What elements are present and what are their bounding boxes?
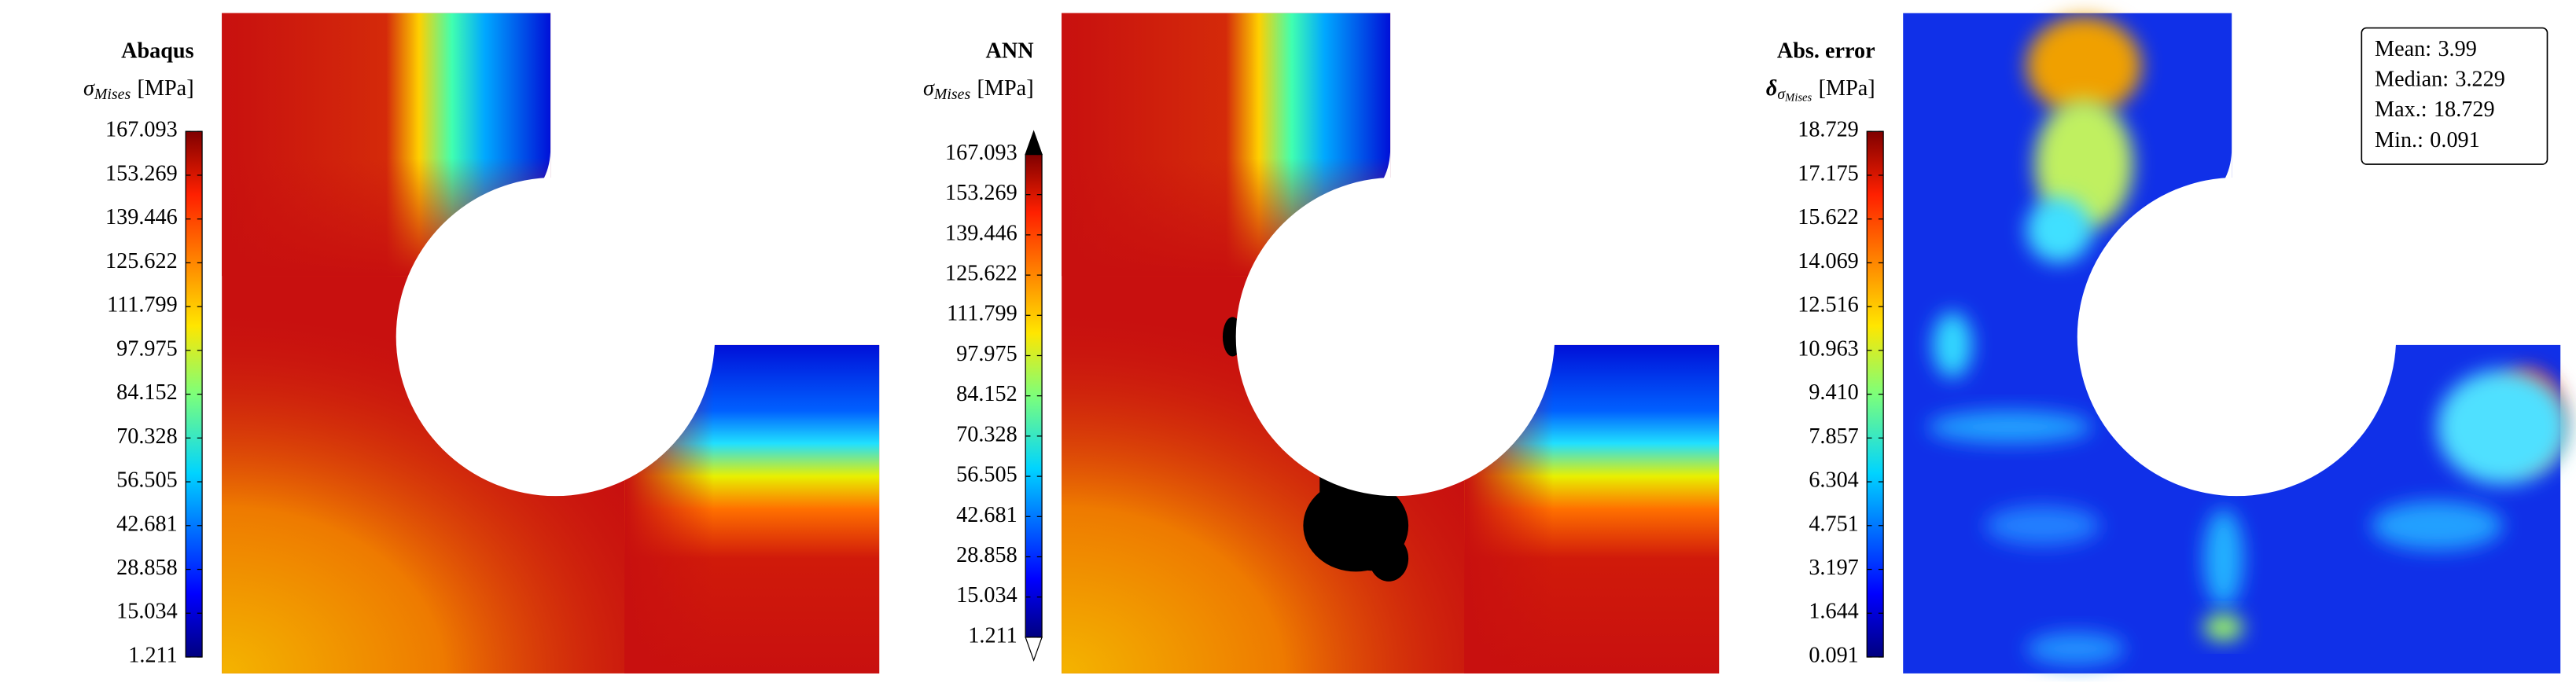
tick-label: 9.410 bbox=[1809, 380, 1858, 405]
field-blob bbox=[2026, 196, 2092, 263]
label-unit: [MPa] bbox=[138, 76, 194, 101]
field-hole bbox=[396, 177, 716, 497]
stats-label: Mean: bbox=[2375, 37, 2431, 61]
stats-entry: Mean: 3.99 bbox=[2375, 37, 2477, 61]
tick-label: 97.975 bbox=[116, 336, 178, 361]
tick-label: 10.963 bbox=[1798, 336, 1859, 361]
field bbox=[222, 0, 888, 673]
field bbox=[1062, 0, 1728, 673]
field-hole bbox=[1235, 177, 1555, 497]
tick-label: 14.069 bbox=[1798, 249, 1859, 273]
colorbar-label: σMises [MPa] bbox=[923, 76, 1034, 102]
field-blob bbox=[1927, 410, 2092, 444]
tick-label: 15.034 bbox=[956, 583, 1018, 607]
field-blob bbox=[1319, 471, 1400, 571]
field bbox=[1903, 0, 2569, 673]
label-unit: [MPa] bbox=[977, 76, 1034, 101]
field-blob bbox=[2034, 98, 2133, 230]
tick-label: 153.269 bbox=[945, 181, 1018, 205]
tick-label: 18.729 bbox=[1798, 118, 1859, 142]
stats-value: 3.99 bbox=[2438, 37, 2476, 61]
field-blob bbox=[2203, 614, 2243, 641]
label-unit: [MPa] bbox=[1819, 76, 1875, 101]
tick-label: 111.799 bbox=[947, 302, 1018, 326]
label-subsub: Mises bbox=[1784, 92, 1812, 105]
tick-label: 1.211 bbox=[968, 623, 1017, 648]
panel-title: Abs. error bbox=[1777, 39, 1875, 63]
field-fillet bbox=[1352, 148, 1391, 207]
tick-label: 111.799 bbox=[107, 293, 178, 317]
label-sub: Mises bbox=[933, 86, 971, 103]
tick-label: 84.152 bbox=[956, 382, 1018, 406]
tick-label: 42.681 bbox=[116, 512, 178, 536]
tick-label: 28.858 bbox=[116, 556, 178, 580]
tick-label: 42.681 bbox=[956, 503, 1018, 527]
stats-entry: Max.: 18.729 bbox=[2375, 98, 2495, 123]
colorbar-extend-max bbox=[1025, 130, 1043, 156]
panel-title: Abaqus bbox=[121, 39, 194, 63]
field-blob bbox=[1985, 505, 2101, 545]
panel: ANN σMises [MPa] 1.211 15.034 28.858 42.681 56.… bbox=[923, 0, 1728, 673]
stats-entry: Min.: 0.091 bbox=[2375, 128, 2480, 152]
tick-label: 17.175 bbox=[1798, 161, 1859, 185]
tick-label: 153.269 bbox=[105, 161, 178, 185]
field-blob bbox=[2203, 508, 2243, 608]
tick-label: 70.328 bbox=[116, 424, 178, 449]
stats-label: Min.: bbox=[2375, 128, 2423, 152]
label-sub: Mises bbox=[94, 86, 131, 103]
tick-label: 15.034 bbox=[116, 600, 178, 624]
tick-label: 139.446 bbox=[945, 221, 1018, 245]
tick-label: 56.505 bbox=[116, 468, 178, 493]
tick-label: 6.304 bbox=[1809, 468, 1858, 493]
label-symbol: δ bbox=[1766, 76, 1777, 101]
field-fillet bbox=[513, 148, 551, 207]
field-blob bbox=[2026, 632, 2125, 666]
stats-entry: Median: 3.229 bbox=[2375, 68, 2505, 92]
tick-label: 125.622 bbox=[105, 249, 178, 273]
tick-label: 7.857 bbox=[1809, 424, 1858, 449]
stats-value: 3.229 bbox=[2455, 68, 2504, 92]
tick-label: 56.505 bbox=[956, 463, 1018, 487]
tick-label: 1.211 bbox=[128, 643, 177, 667]
tick-label: 0.091 bbox=[1809, 643, 1858, 667]
tick-label: 1.644 bbox=[1809, 600, 1858, 624]
tick-label: 28.858 bbox=[956, 543, 1018, 567]
field-blob bbox=[2437, 369, 2569, 485]
tick-label: 167.093 bbox=[105, 118, 178, 142]
panel: Abaqus σMises [MPa] 1.211 15.034 28.858 42.681… bbox=[83, 0, 888, 673]
label-symbol: σ bbox=[923, 76, 935, 101]
stats-value: 0.091 bbox=[2430, 128, 2479, 152]
tick-label: 15.622 bbox=[1798, 205, 1859, 229]
label-symbol: σ bbox=[83, 76, 95, 101]
tick-label: 125.622 bbox=[945, 262, 1018, 286]
colorbar-label: δσMises [MPa] bbox=[1766, 76, 1875, 104]
tick-label: 97.975 bbox=[956, 342, 1018, 366]
stats-label: Max.: bbox=[2375, 98, 2427, 123]
colorbar-label: σMises [MPa] bbox=[83, 76, 194, 102]
field-fillet bbox=[2194, 148, 2232, 207]
tick-label: 12.516 bbox=[1798, 293, 1859, 317]
stats-label: Median: bbox=[2375, 68, 2449, 92]
colorbar-extend-min bbox=[1025, 637, 1043, 662]
tick-label: 167.093 bbox=[945, 141, 1018, 165]
tick-label: 4.751 bbox=[1809, 512, 1858, 536]
stats-value: 18.729 bbox=[2434, 98, 2495, 123]
field-hole bbox=[2077, 177, 2397, 497]
field-blob bbox=[2026, 16, 2142, 116]
field-blob bbox=[2371, 501, 2504, 551]
tick-label: 84.152 bbox=[116, 380, 178, 405]
tick-label: 70.328 bbox=[956, 422, 1018, 446]
label-sub: σ bbox=[1777, 86, 1786, 103]
tick-label: 3.197 bbox=[1809, 556, 1858, 580]
panel-title: ANN bbox=[986, 39, 1034, 63]
stats-box bbox=[2361, 27, 2548, 165]
field-blob bbox=[1932, 312, 1972, 378]
tick-label: 139.446 bbox=[105, 205, 178, 229]
